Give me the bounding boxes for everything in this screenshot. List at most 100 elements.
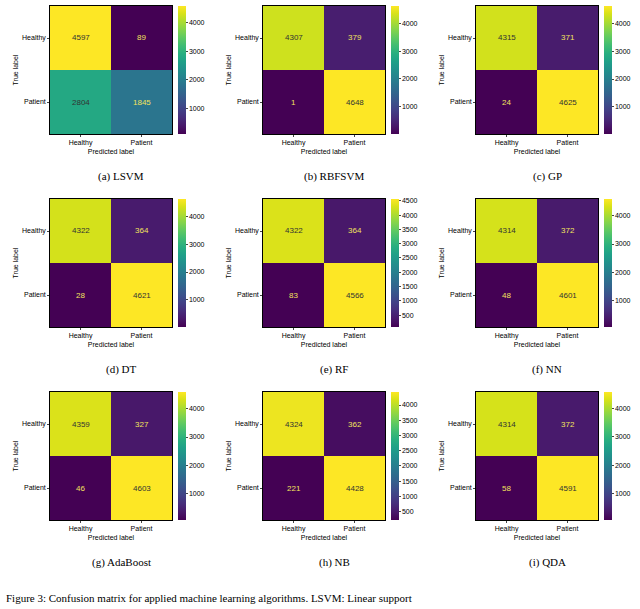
svg-text:Predicted label: Predicted label [88, 341, 135, 348]
svg-text:4625: 4625 [559, 98, 577, 107]
svg-text:24: 24 [502, 98, 511, 107]
svg-text:4500: 4500 [402, 197, 418, 204]
svg-text:Patient: Patient [344, 332, 366, 339]
svg-text:4359: 4359 [72, 420, 90, 429]
svg-text:1000: 1000 [189, 490, 205, 497]
svg-text:1000: 1000 [402, 297, 418, 304]
svg-text:3000: 3000 [615, 433, 631, 440]
svg-text:Healthy: Healthy [495, 525, 519, 533]
svg-text:Patient: Patient [24, 484, 46, 491]
svg-text:83: 83 [289, 291, 298, 300]
svg-text:1000: 1000 [615, 103, 631, 110]
svg-text:379: 379 [348, 33, 362, 42]
svg-text:(i) QDA: (i) QDA [529, 556, 566, 569]
svg-text:True label: True label [12, 247, 19, 278]
svg-text:2000: 2000 [402, 462, 418, 469]
svg-text:4000: 4000 [615, 405, 631, 412]
svg-text:Healthy: Healthy [22, 34, 46, 42]
svg-text:Healthy: Healthy [495, 332, 519, 340]
svg-text:4601: 4601 [559, 291, 577, 300]
svg-text:Healthy: Healthy [69, 139, 93, 147]
svg-text:Patient: Patient [450, 98, 472, 105]
svg-text:1000: 1000 [615, 490, 631, 497]
svg-text:362: 362 [348, 420, 362, 429]
svg-text:4621: 4621 [133, 291, 151, 300]
svg-text:(g) AdaBoost: (g) AdaBoost [92, 556, 151, 569]
svg-text:Predicted label: Predicted label [88, 534, 135, 541]
svg-text:Healthy: Healthy [448, 227, 472, 235]
svg-text:(a) LSVM: (a) LSVM [98, 170, 144, 183]
svg-text:3000: 3000 [189, 48, 205, 55]
svg-text:4603: 4603 [133, 484, 151, 493]
svg-text:89: 89 [137, 33, 146, 42]
svg-text:4597: 4597 [72, 33, 90, 42]
svg-text:4314: 4314 [498, 226, 516, 235]
svg-text:1845: 1845 [133, 98, 151, 107]
svg-text:Patient: Patient [557, 139, 579, 146]
svg-text:372: 372 [561, 420, 575, 429]
svg-text:4000: 4000 [402, 212, 418, 219]
svg-text:500: 500 [402, 312, 414, 319]
svg-text:(c) GP: (c) GP [533, 170, 562, 183]
svg-text:Patient: Patient [24, 98, 46, 105]
svg-text:48: 48 [502, 291, 511, 300]
svg-text:Patient: Patient [24, 291, 46, 298]
svg-text:221: 221 [287, 484, 301, 493]
svg-text:3000: 3000 [189, 241, 205, 248]
svg-text:1500: 1500 [402, 478, 418, 485]
svg-text:1000: 1000 [402, 493, 418, 500]
svg-text:Healthy: Healthy [22, 420, 46, 428]
svg-text:Healthy: Healthy [69, 332, 93, 340]
svg-text:2500: 2500 [402, 254, 418, 261]
svg-text:Figure 3: Confusion matrix for: Figure 3: Confusion matrix for applied m… [6, 592, 412, 604]
svg-text:2804: 2804 [72, 98, 90, 107]
svg-text:1500: 1500 [402, 283, 418, 290]
svg-text:Healthy: Healthy [69, 525, 93, 533]
svg-text:4000: 4000 [615, 20, 631, 27]
svg-text:3000: 3000 [615, 240, 631, 247]
svg-text:4648: 4648 [346, 98, 364, 107]
svg-text:(d) DT: (d) DT [106, 363, 137, 376]
svg-text:2000: 2000 [189, 268, 205, 275]
svg-text:Healthy: Healthy [448, 420, 472, 428]
svg-text:Healthy: Healthy [495, 139, 519, 147]
svg-text:327: 327 [135, 420, 149, 429]
svg-text:3000: 3000 [189, 433, 205, 440]
svg-text:2000: 2000 [615, 75, 631, 82]
svg-text:2500: 2500 [402, 447, 418, 454]
svg-text:Healthy: Healthy [235, 227, 259, 235]
svg-text:(b) RBFSVM: (b) RBFSVM [304, 170, 364, 183]
svg-text:4315: 4315 [498, 33, 516, 42]
svg-text:Predicted label: Predicted label [301, 534, 348, 541]
svg-text:Predicted label: Predicted label [301, 341, 348, 348]
svg-text:1: 1 [291, 98, 296, 107]
svg-text:Patient: Patient [557, 525, 579, 532]
svg-text:3000: 3000 [615, 48, 631, 55]
svg-text:3500: 3500 [402, 226, 418, 233]
svg-text:2000: 2000 [189, 462, 205, 469]
svg-text:2000: 2000 [189, 76, 205, 83]
svg-text:3000: 3000 [402, 240, 418, 247]
svg-text:(h) NB: (h) NB [319, 556, 350, 569]
svg-text:True label: True label [12, 54, 19, 85]
svg-text:Patient: Patient [131, 139, 153, 146]
svg-text:True label: True label [438, 54, 445, 85]
svg-text:58: 58 [502, 484, 511, 493]
svg-text:4307: 4307 [285, 33, 303, 42]
svg-text:True label: True label [225, 440, 232, 471]
svg-text:4324: 4324 [285, 420, 303, 429]
svg-text:2000: 2000 [615, 269, 631, 276]
svg-text:3000: 3000 [402, 48, 418, 55]
svg-text:Predicted label: Predicted label [514, 341, 561, 348]
svg-text:1000: 1000 [189, 105, 205, 112]
svg-text:3500: 3500 [402, 417, 418, 424]
svg-text:Patient: Patient [237, 484, 259, 491]
svg-text:Patient: Patient [131, 332, 153, 339]
svg-text:4322: 4322 [72, 226, 90, 235]
svg-text:Patient: Patient [344, 139, 366, 146]
svg-text:371: 371 [561, 33, 575, 42]
svg-text:4314: 4314 [498, 420, 516, 429]
svg-text:Patient: Patient [131, 525, 153, 532]
svg-text:2000: 2000 [402, 269, 418, 276]
svg-text:4000: 4000 [615, 212, 631, 219]
